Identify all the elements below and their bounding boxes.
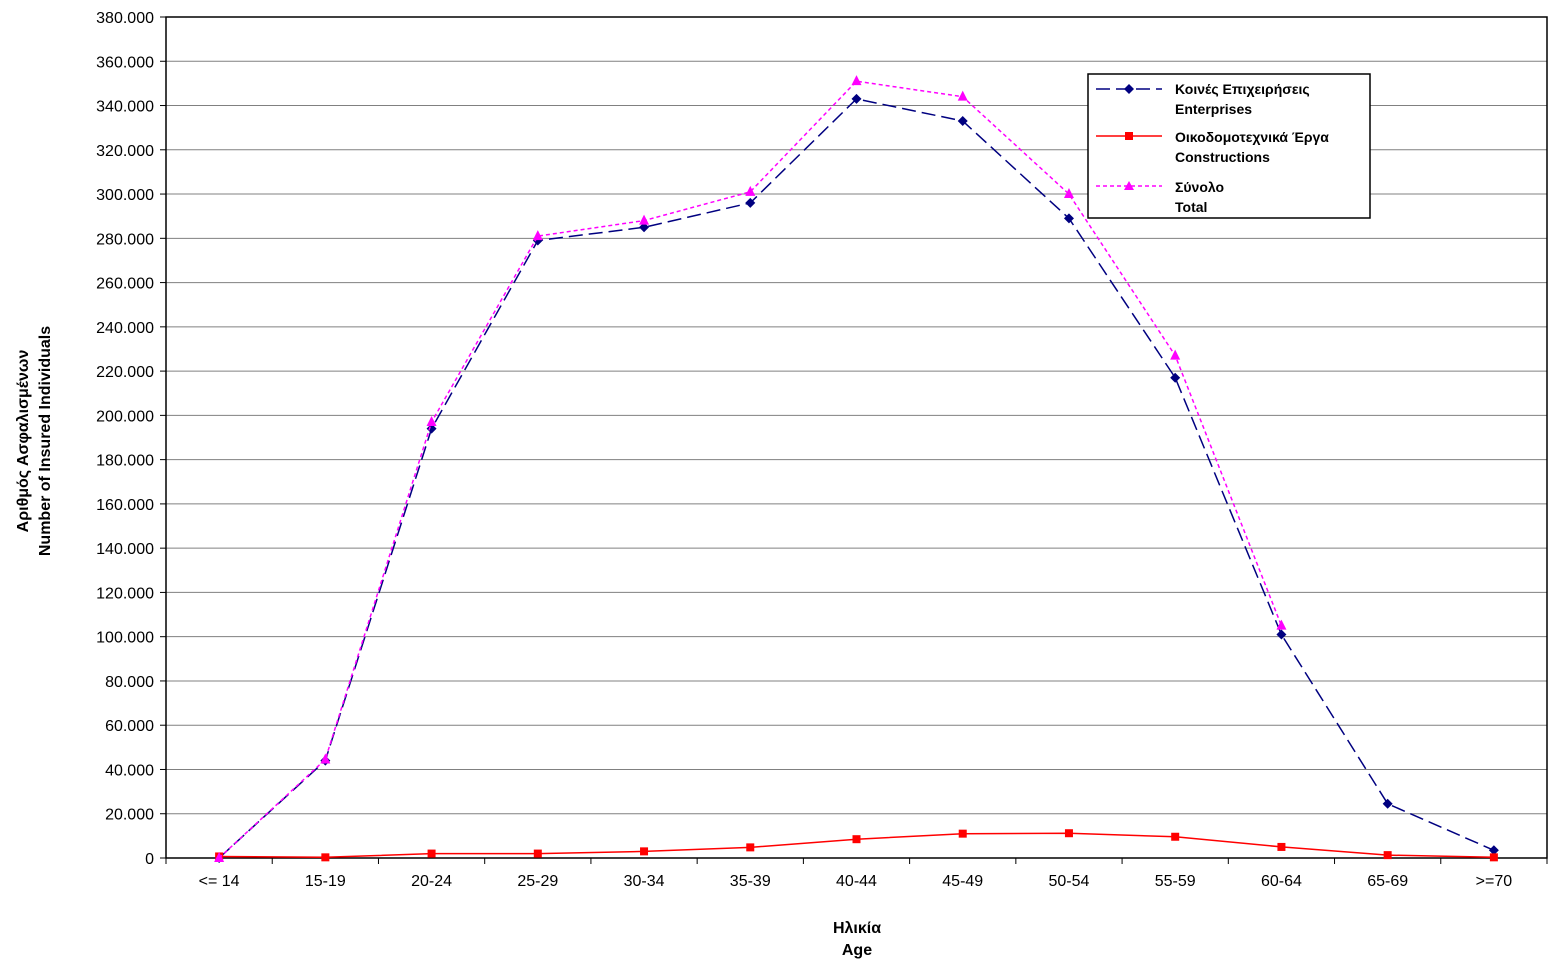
x-tick-label: <= 14 bbox=[199, 873, 240, 890]
y-tick-label: 60.000 bbox=[105, 718, 154, 735]
data-point bbox=[640, 847, 648, 855]
square-marker-icon bbox=[1125, 132, 1133, 140]
y-tick-label: 260.000 bbox=[96, 276, 154, 293]
data-point bbox=[1171, 833, 1179, 841]
y-tick-label: 220.000 bbox=[96, 364, 154, 381]
y-tick-label: 120.000 bbox=[96, 585, 154, 602]
x-tick-label: 30-34 bbox=[624, 873, 665, 890]
legend-label-english: Total bbox=[1175, 199, 1207, 215]
y-tick-label: 180.000 bbox=[96, 453, 154, 470]
y-tick-label: 340.000 bbox=[96, 99, 154, 116]
x-tick-label: 55-59 bbox=[1155, 873, 1196, 890]
y-tick-label: 40.000 bbox=[105, 762, 154, 779]
data-point bbox=[958, 91, 968, 101]
y-tick-label: 240.000 bbox=[96, 320, 154, 337]
series-1 bbox=[215, 829, 1498, 861]
y-axis-ticks: 0 20.000 40.000 60.000 80.000 100.000 120.000 1… bbox=[96, 10, 166, 868]
y-tick-label: 140.000 bbox=[96, 541, 154, 558]
data-point bbox=[321, 853, 329, 861]
y-tick-label: 100.000 bbox=[96, 630, 154, 647]
x-axis-ticks: <= 14 15-19 20-24 25-29 30-34 35-39 40-44 45-49… bbox=[166, 858, 1547, 890]
data-point bbox=[1276, 629, 1286, 639]
x-tick-label: 35-39 bbox=[730, 873, 771, 890]
x-axis-title-greek: Ηλικία bbox=[833, 920, 881, 937]
y-tick-label: 300.000 bbox=[96, 187, 154, 204]
y-tick-label: 360.000 bbox=[96, 54, 154, 71]
legend-label-greek: Σύνολο bbox=[1175, 179, 1224, 195]
data-point bbox=[745, 186, 755, 196]
y-axis-title-english: Number of Insured Individuals bbox=[37, 326, 54, 556]
legend: Κοινές Επιχειρήσεις Enterprises Οικοδομο… bbox=[1088, 74, 1370, 218]
legend-label-greek: Κοινές Επιχειρήσεις bbox=[1175, 81, 1310, 97]
data-point bbox=[320, 754, 330, 764]
data-point bbox=[1065, 829, 1073, 837]
data-point bbox=[959, 830, 967, 838]
data-point bbox=[428, 850, 436, 858]
y-axis-title-greek: Αριθμός Ασφαλισμένων bbox=[15, 350, 32, 533]
x-tick-label: 40-44 bbox=[836, 873, 877, 890]
y-tick-label: 80.000 bbox=[105, 674, 154, 691]
data-point bbox=[1170, 373, 1180, 383]
y-tick-label: 320.000 bbox=[96, 143, 154, 160]
legend-label-english: Enterprises bbox=[1175, 101, 1252, 117]
x-tick-label: 50-54 bbox=[1049, 873, 1090, 890]
data-point bbox=[1490, 853, 1498, 861]
legend-label-greek: Οικοδομοτεχνικά Έργα bbox=[1175, 129, 1329, 145]
x-tick-label: 25-29 bbox=[517, 873, 558, 890]
y-tick-label: 0 bbox=[145, 851, 154, 868]
data-point bbox=[639, 215, 649, 225]
x-tick-label: 65-69 bbox=[1367, 873, 1408, 890]
x-tick-label: 15-19 bbox=[305, 873, 346, 890]
data-point bbox=[1064, 188, 1074, 198]
x-tick-label: 45-49 bbox=[942, 873, 983, 890]
y-tick-label: 160.000 bbox=[96, 497, 154, 514]
data-point bbox=[1383, 799, 1393, 809]
y-tick-label: 280.000 bbox=[96, 231, 154, 248]
data-point bbox=[853, 835, 861, 843]
legend-label-english: Constructions bbox=[1175, 149, 1270, 165]
x-tick-label: >=70 bbox=[1476, 873, 1513, 890]
data-point bbox=[852, 75, 862, 85]
y-tick-label: 200.000 bbox=[96, 408, 154, 425]
y-tick-label: 20.000 bbox=[105, 807, 154, 824]
x-tick-label: 60-64 bbox=[1261, 873, 1302, 890]
data-point bbox=[534, 850, 542, 858]
data-point bbox=[1277, 843, 1285, 851]
x-tick-label: 20-24 bbox=[411, 873, 452, 890]
data-point bbox=[746, 843, 754, 851]
x-axis-title-english: Age bbox=[842, 942, 872, 959]
y-tick-label: 380.000 bbox=[96, 10, 154, 27]
data-point bbox=[1384, 851, 1392, 859]
